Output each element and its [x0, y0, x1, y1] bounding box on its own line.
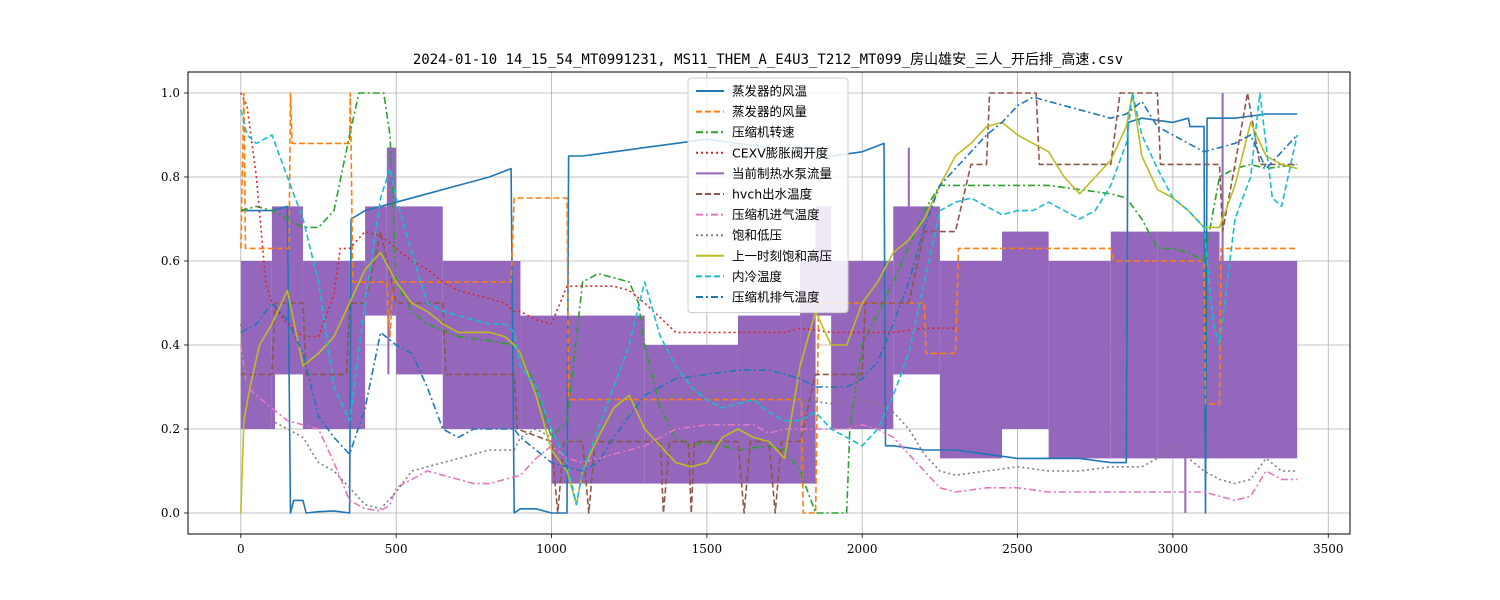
legend-label: 当前制热水泵流量: [732, 166, 832, 181]
pump-flow-band: [442, 261, 521, 429]
series-line-10: [240, 96, 1298, 472]
x-tick-label: 2500: [1002, 542, 1033, 556]
plot-frame: [187, 71, 1351, 535]
legend-label: 压缩机转速: [732, 125, 795, 140]
legend-label: 上一时刻饱和高压: [732, 248, 832, 263]
legend-label: 压缩机排气温度: [732, 290, 820, 305]
series-line-8: [240, 92, 1298, 514]
pump-flow-bands: [240, 93, 1298, 513]
x-tick-label: 1500: [692, 542, 723, 556]
pump-flow-band: [240, 261, 272, 429]
x-tick-label: 1000: [536, 542, 567, 556]
pump-flow-band: [1110, 231, 1158, 459]
legend-box: [687, 77, 849, 314]
series-line-9: [240, 92, 1298, 506]
series-line-3: [240, 92, 956, 338]
chart-title: 2024-01-10 14_15_54_MT0991231, MS11_THEM…: [413, 51, 1123, 68]
pump-flow-band: [1002, 231, 1049, 429]
pump-flow-band: [939, 261, 1003, 459]
legend-label: 饱和低压: [732, 228, 782, 243]
y-tick-label: 0.8: [161, 170, 180, 184]
x-tick-label: 3500: [1313, 542, 1344, 556]
y-tick-label: 0.6: [161, 254, 180, 268]
pump-flow-band: [386, 147, 397, 316]
legend-label: 内冷温度: [732, 269, 783, 284]
axes: 0 500 1000 1500 2000 2500 3000 3500 0.0 0.2 0.4 0.6…: [161, 86, 1344, 556]
legend-label: 蒸发器的风量: [732, 104, 807, 119]
legend-label: CEXV膨胀阀开度: [732, 145, 829, 160]
y-tick-label: 0.4: [161, 338, 180, 352]
series-line-6: [240, 344, 1298, 512]
pump-flow-band: [1157, 231, 1220, 459]
pump-flow-band: [893, 206, 940, 375]
pump-flow-band: [365, 206, 387, 316]
pump-flow-band: [1219, 261, 1298, 459]
y-tick-label: 0.0: [161, 506, 180, 520]
legend-label: 压缩机进气温度: [732, 207, 820, 222]
legend-label: hvch出水温度: [732, 187, 813, 202]
pump-flow-band: [271, 206, 275, 429]
pump-flow-band: [1048, 261, 1111, 459]
series-line-1: [240, 92, 1298, 514]
series-line-7: [240, 323, 1298, 510]
legend-label: 蒸发器的风温: [732, 84, 808, 99]
x-tick-label: 0: [237, 542, 245, 556]
y-tick-label: 0.2: [161, 422, 180, 436]
series-line-5: [240, 92, 1298, 514]
pump-flow-band: [644, 345, 738, 484]
y-tick-label: 1.0: [161, 86, 180, 100]
x-tick-label: 500: [385, 542, 408, 556]
x-tick-label: 3000: [1158, 542, 1189, 556]
pump-flow-band: [396, 206, 443, 375]
x-tick-label: 2000: [847, 542, 878, 556]
